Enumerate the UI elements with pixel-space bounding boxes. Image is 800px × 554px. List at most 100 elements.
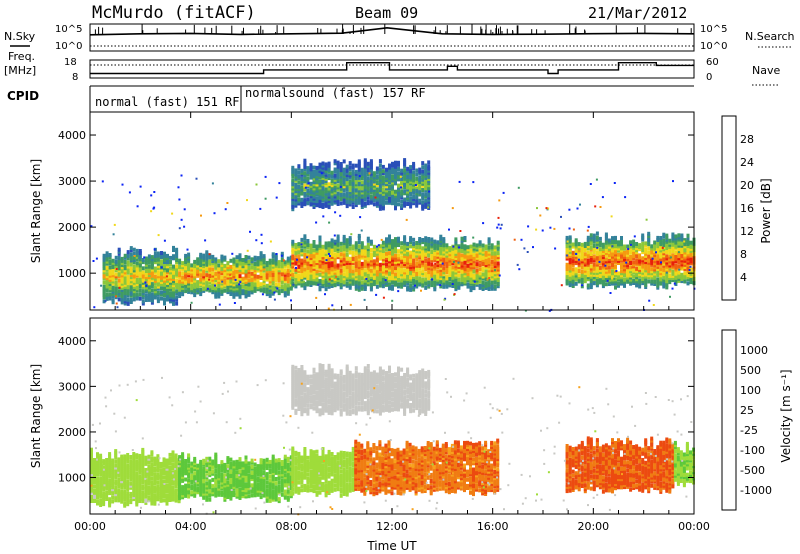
heatmap-cell [324, 260, 328, 265]
heatmap-cell [111, 271, 115, 276]
heatmap-cell [406, 281, 410, 286]
heatmap-cell [330, 201, 334, 206]
heatmap-cell [333, 169, 337, 174]
heatmap-cell [93, 468, 96, 473]
heatmap-cell [114, 255, 118, 260]
heatmap-cell [324, 270, 328, 275]
heatmap-cell [324, 189, 328, 194]
heatmap-cell [641, 262, 645, 267]
heatmap-cell [108, 255, 112, 260]
heatmap-cell [415, 199, 419, 204]
heatmap-cell [574, 238, 578, 243]
heatmap-cell [397, 177, 400, 182]
heatmap-cell [274, 263, 278, 268]
heatmap-cell [586, 252, 590, 257]
heatmap-cell [369, 239, 373, 244]
heatmap-cell [421, 246, 425, 251]
heatmap-cell [424, 273, 428, 278]
heatmap-cell [659, 267, 663, 272]
heatmap-cell [381, 278, 385, 282]
heatmap-cell [120, 489, 124, 494]
heatmap-cell [105, 480, 109, 485]
heatmap-cell [163, 291, 166, 296]
heatmap-cell [442, 284, 446, 289]
heatmap-cell [406, 285, 410, 290]
heatmap-cell [333, 167, 337, 172]
heatmap-cell [126, 281, 130, 286]
heatmap-cell [625, 261, 628, 264]
heatmap-cell [686, 252, 690, 257]
heatmap-cell [147, 458, 151, 463]
heatmap-cell [381, 204, 385, 209]
heatmap-cell [120, 263, 124, 268]
heatmap-cell [604, 251, 608, 256]
heatmap-cell [291, 172, 295, 176]
heatmap-cell [327, 198, 331, 203]
heatmap-cell [277, 274, 281, 279]
heatmap-cell [129, 494, 133, 498]
heatmap-cell [671, 273, 675, 278]
heatmap-cell [400, 257, 404, 262]
heatmap-cell [232, 269, 235, 271]
heatmap-cell [345, 238, 349, 243]
heatmap-cell [163, 239, 166, 242]
heatmap-cell [418, 263, 422, 268]
heatmap-cell [614, 248, 617, 253]
heatmap-cell [138, 453, 142, 458]
heatmap-cell [342, 257, 346, 262]
heatmap-cell [397, 171, 400, 176]
heatmap-cell [394, 189, 397, 194]
heatmap-cell [315, 203, 319, 208]
heatmap-cell [330, 170, 334, 175]
heatmap-cell [175, 251, 179, 256]
heatmap-cell [262, 289, 266, 294]
heatmap-cell [378, 181, 382, 186]
heatmap-cell [436, 277, 440, 282]
heatmap-cell [244, 265, 248, 270]
heatmap-cell [598, 247, 602, 252]
heatmap-cell [178, 283, 182, 288]
heatmap-cell [120, 277, 124, 282]
heatmap-cell [291, 192, 295, 197]
heatmap-cell [166, 253, 169, 258]
heatmap-cell [114, 492, 118, 497]
heatmap-cell [218, 303, 221, 306]
heatmap-cell [357, 233, 361, 238]
heatmap-cell [318, 181, 322, 186]
heatmap-cell [620, 252, 623, 257]
heatmap-cell [327, 282, 331, 287]
heatmap-cell [190, 277, 194, 282]
heatmap-cell [617, 261, 620, 265]
heatmap-cell [406, 168, 410, 173]
nsky-spikes [94, 24, 692, 34]
heatmap-cell [360, 188, 364, 193]
heatmap-cell [339, 279, 343, 284]
heatmap-cell [427, 164, 431, 169]
heatmap-cell [565, 273, 569, 278]
heatmap-cell [321, 171, 325, 176]
heatmap-cell [128, 191, 131, 194]
heatmap-cell [448, 275, 452, 280]
heatmap-cell [271, 273, 275, 277]
heatmap-cell [614, 271, 617, 276]
heatmap-cell [114, 486, 118, 490]
heatmap-cell [327, 278, 331, 283]
heatmap-cell [211, 273, 215, 278]
heatmap-cell [126, 483, 130, 488]
heatmap-cell [394, 282, 397, 287]
heatmap-cell [475, 253, 479, 258]
heatmap-cell [614, 254, 617, 259]
heatmap-cell [656, 238, 660, 242]
heatmap-cell [309, 260, 313, 265]
heatmap-cell [163, 264, 166, 269]
heatmap-cell [668, 265, 672, 270]
heatmap-cell [381, 187, 385, 192]
heatmap-cell [126, 275, 130, 279]
heatmap-cell [405, 218, 408, 221]
heatmap-cell [135, 498, 139, 503]
heatmap-cell [141, 468, 145, 473]
heatmap-cell [378, 269, 382, 274]
heatmap-cell [282, 259, 285, 262]
heatmap-cell [208, 274, 212, 278]
heatmap-cell [592, 270, 596, 275]
